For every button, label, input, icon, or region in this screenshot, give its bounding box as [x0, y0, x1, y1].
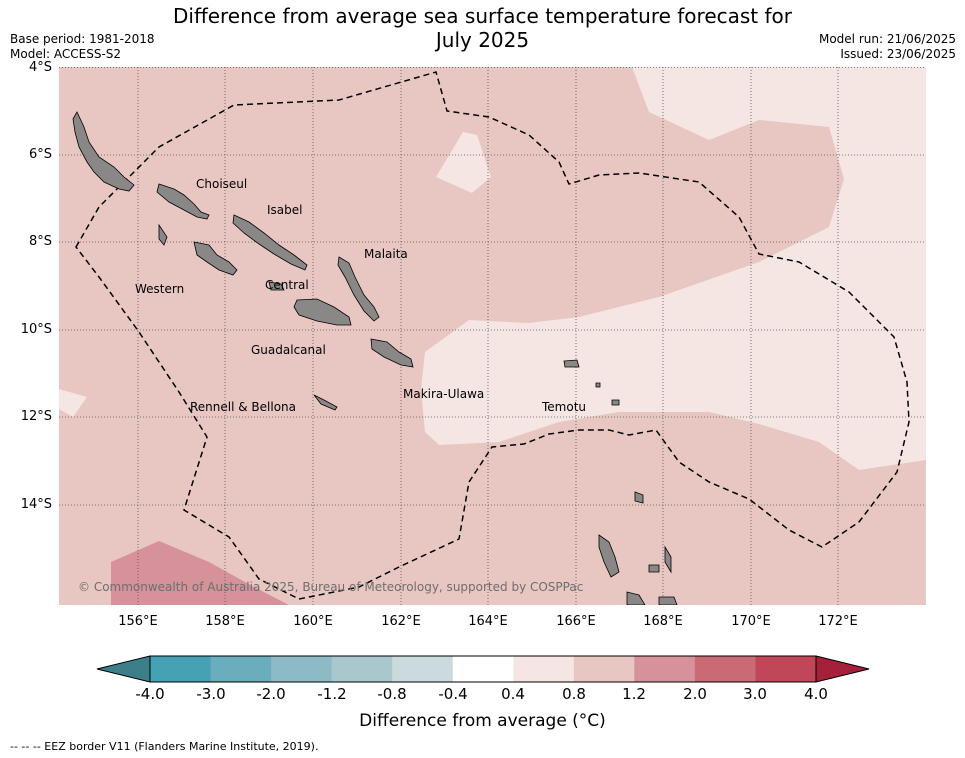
island-malakula	[626, 591, 646, 605]
colorbar-cell-6	[513, 656, 575, 682]
island-vanikoro	[611, 399, 620, 406]
lat-label-10s: 10°S	[20, 322, 52, 337]
colorbar-cell-10	[755, 656, 817, 682]
lon-label-168e: 168°E	[643, 614, 683, 629]
province-rennell-bellona: Rennell & Bellona	[190, 400, 297, 414]
base-period: Base period: 1981-2018	[10, 32, 155, 46]
title-line-2: July 2025	[435, 28, 530, 52]
province-malaita: Malaita	[364, 247, 408, 261]
lon-label-158e: 158°E	[205, 614, 245, 629]
colorbar-cell-4	[392, 656, 454, 682]
issued-date: Issued: 23/06/2025	[840, 47, 956, 61]
chart-title: Difference from average sea surface temp…	[150, 4, 815, 52]
province-western: Western	[135, 282, 185, 296]
province-temotu: Temotu	[542, 400, 587, 414]
colorbar-tick-0: -4.0	[135, 685, 165, 703]
eez-border	[75, 71, 910, 600]
colorbar-tick-10: 3.0	[743, 685, 767, 703]
graticule	[59, 67, 926, 605]
lon-label-172e: 172°E	[818, 614, 858, 629]
islands	[72, 111, 678, 605]
colorbar-tick-6: 0.4	[501, 685, 525, 703]
lon-label-160e: 160°E	[293, 614, 333, 629]
colorbar-frame	[149, 655, 817, 683]
anomaly-field-0.4-0.8-patch	[436, 132, 491, 193]
island-ndeni	[563, 359, 580, 368]
colorbar-cell-2	[271, 656, 333, 682]
anomaly-field-0.4-0.8-west	[59, 389, 87, 417]
island-pentecost	[658, 596, 678, 605]
colorbar-extend-high	[815, 655, 870, 683]
colorbar-cell-0	[150, 656, 212, 682]
colorbar-tick-7: 0.8	[562, 685, 586, 703]
copyright-notice: © Commonwealth of Australia 2025, Bureau…	[78, 580, 584, 594]
title-line-1: Difference from average sea surface temp…	[172, 4, 792, 28]
colorbar-tick-2: -2.0	[256, 685, 286, 703]
colorbar-cells	[96, 655, 870, 683]
lon-label-166e: 166°E	[556, 614, 596, 629]
colorbar-cell-9	[694, 656, 756, 682]
model-name: Model: ACCESS-S2	[10, 47, 122, 61]
colorbar-extend-low	[96, 655, 151, 683]
anomaly-field-1.2-2.0	[111, 541, 289, 605]
colorbar-tick-8: 1.2	[622, 685, 646, 703]
island-vella-lavella	[158, 223, 168, 246]
island-santa-isabel	[232, 214, 308, 271]
colorbar-tick-11: 4.0	[804, 685, 828, 703]
colorbar-cell-7	[573, 656, 635, 682]
colorbar-tick-5: -0.4	[438, 685, 468, 703]
island-torres	[634, 491, 644, 504]
island-ambae	[648, 564, 660, 573]
lon-label-162e: 162°E	[381, 614, 421, 629]
colorbar-cell-3	[331, 656, 393, 682]
meta-left: Base period: 1981-2018 Model: ACCESS-S2	[10, 32, 155, 62]
colorbar-tick-4: -0.8	[377, 685, 407, 703]
island-malaita	[337, 256, 380, 322]
province-makira-ulawa: Makira-Ulawa	[403, 387, 485, 401]
island-guadalcanal	[293, 298, 352, 326]
island-new-georgia-group	[72, 111, 135, 192]
lat-label-4s: 4°S	[28, 60, 52, 75]
island-espiritu-santo	[598, 534, 620, 578]
province-choiseul: Choiseul	[196, 177, 248, 191]
province-isabel: Isabel	[267, 203, 303, 217]
lon-label-164e: 164°E	[468, 614, 508, 629]
island-rennell	[313, 394, 338, 411]
island-kolombangara	[193, 241, 238, 276]
meta-right: Model run: 21/06/2025 Issued: 23/06/2025	[819, 32, 956, 62]
colorbar-tick-3: -1.2	[317, 685, 347, 703]
eez-footnote: -- -- -- EEZ border V11 (Flanders Marine…	[10, 740, 319, 753]
island-makira	[370, 338, 414, 368]
colorbar-tick-1: -3.0	[196, 685, 226, 703]
colorbar-title: Difference from average (°C)	[359, 711, 606, 731]
colorbar-cell-1	[210, 656, 272, 682]
lat-label-6s: 6°S	[28, 147, 52, 162]
anomaly-field-0.4-0.8-east	[421, 67, 926, 470]
island-utupua	[595, 382, 601, 388]
colorbar-cell-8	[634, 656, 696, 682]
island-choiseul	[156, 183, 210, 220]
model-run: Model run: 21/06/2025	[818, 32, 956, 46]
lon-label-156e: 156°E	[118, 614, 158, 629]
lat-label-14s: 14°S	[20, 497, 52, 512]
colorbar-cell-5	[452, 656, 514, 682]
lat-label-8s: 8°S	[28, 234, 52, 249]
island-maewo	[664, 545, 672, 574]
province-central: Central	[265, 278, 309, 292]
colorbar-tick-9: 2.0	[683, 685, 707, 703]
island-florida	[268, 281, 285, 291]
lon-label-170e: 170°E	[731, 614, 771, 629]
sst-anomaly-map	[59, 67, 926, 605]
province-guadalcanal: Guadalcanal	[251, 343, 326, 357]
lat-label-12s: 12°S	[20, 409, 52, 424]
colorbar	[96, 655, 870, 683]
